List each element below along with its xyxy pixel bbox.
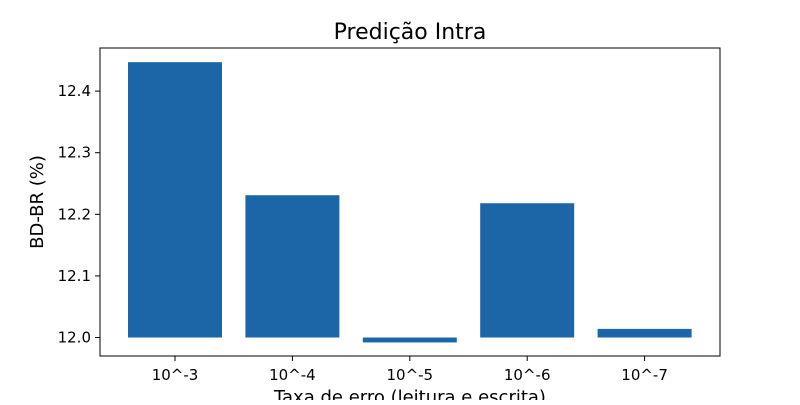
bar-2 [362,337,457,343]
y-tick-label: 12.0 [58,329,91,347]
y-axis-label: BD-BR (%) [27,155,48,249]
y-tick-label: 12.3 [58,144,91,162]
x-tick-label: 10^-7 [621,366,668,384]
bars-group [128,62,692,343]
chart-title: Predição Intra [334,20,487,45]
y-tick-label: 12.2 [58,205,91,223]
bar-4 [597,328,692,338]
bar-3 [480,203,575,338]
y-tick-label: 12.1 [58,267,91,285]
x-tick-label: 10^-5 [386,366,433,384]
bar-0 [128,62,222,338]
x-tick-label: 10^-4 [269,366,316,384]
bar-1 [245,195,340,338]
x-tick-label: 10^-3 [152,366,199,384]
x-axis: 10^-3 10^-4 10^-5 10^-6 10^-7 [152,356,668,384]
x-axis-label: Taxa de erro (leitura e escrita) [273,387,546,400]
x-tick-label: 10^-6 [504,366,551,384]
y-axis: 12.0 12.1 12.2 12.3 12.4 [58,82,100,347]
y-tick-label: 12.4 [58,82,91,100]
